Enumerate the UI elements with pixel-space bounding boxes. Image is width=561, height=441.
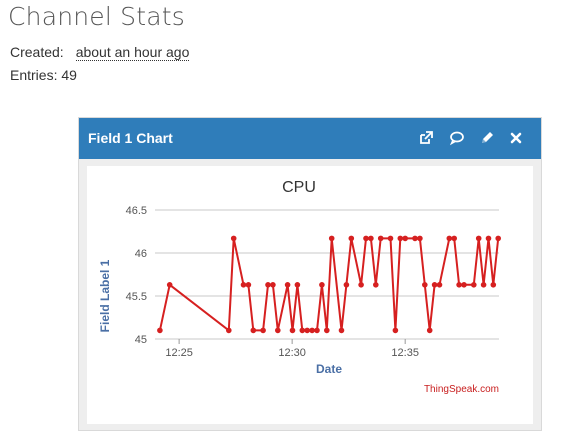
data-point[interactable] xyxy=(157,327,163,334)
entries-row: Entries: 49 xyxy=(10,67,77,83)
data-point[interactable] xyxy=(461,282,467,288)
data-point[interactable] xyxy=(245,282,252,288)
entries-label: Entries: xyxy=(10,67,58,83)
x-axis-ticks: 12:25 12:30 12:35 xyxy=(165,339,419,359)
data-point[interactable] xyxy=(230,235,237,242)
y-tick-label: 45 xyxy=(135,334,147,346)
data-point[interactable] xyxy=(314,327,320,334)
data-point[interactable] xyxy=(289,327,296,334)
series-points xyxy=(157,235,502,334)
widget-title: Field 1 Chart xyxy=(88,130,173,146)
data-point[interactable] xyxy=(358,282,364,288)
thingspeak-credit-link[interactable]: ThingSpeak.com xyxy=(424,384,499,395)
close-icon[interactable] xyxy=(506,128,526,148)
data-point[interactable] xyxy=(431,282,438,288)
created-row: Created: about an hour ago xyxy=(10,44,190,61)
data-point[interactable] xyxy=(304,327,310,334)
data-point[interactable] xyxy=(270,282,276,288)
entries-count: 49 xyxy=(61,67,77,83)
page-title: Channel Stats xyxy=(8,2,186,31)
data-point[interactable] xyxy=(166,282,173,288)
external-link-icon[interactable] xyxy=(416,128,436,148)
data-point[interactable] xyxy=(328,235,335,242)
data-point[interactable] xyxy=(250,327,257,334)
data-point[interactable] xyxy=(363,235,369,242)
y-axis-label: Field Label 1 xyxy=(98,259,112,332)
data-point[interactable] xyxy=(426,327,433,334)
data-point[interactable] xyxy=(480,282,487,288)
x-tick-label: 12:25 xyxy=(165,347,193,359)
comment-icon[interactable] xyxy=(447,128,467,148)
field-1-chart-widget: Field 1 Chart CPU xyxy=(78,117,542,431)
data-point[interactable] xyxy=(392,327,399,334)
data-point[interactable] xyxy=(373,282,379,288)
data-point[interactable] xyxy=(368,235,374,242)
widget-header: Field 1 Chart xyxy=(79,118,541,159)
data-point[interactable] xyxy=(436,282,443,288)
data-point[interactable] xyxy=(485,235,492,242)
data-point[interactable] xyxy=(348,235,355,242)
chart-title: CPU xyxy=(282,179,316,196)
data-point[interactable] xyxy=(475,235,482,242)
data-point[interactable] xyxy=(265,282,271,288)
data-point[interactable] xyxy=(338,327,345,334)
x-tick-label: 12:30 xyxy=(278,347,306,359)
created-label: Created: xyxy=(10,44,64,60)
data-point[interactable] xyxy=(412,235,418,242)
data-point[interactable] xyxy=(471,282,477,288)
chart-gridlines xyxy=(155,209,499,340)
chart-area: CPU 45 45.5 46 46.5 12:25 12:30 12:35 Field L… xyxy=(87,166,533,424)
series-line xyxy=(158,237,500,333)
data-point[interactable] xyxy=(240,282,247,288)
data-point[interactable] xyxy=(275,327,281,334)
data-point[interactable] xyxy=(451,235,458,242)
data-point[interactable] xyxy=(226,327,232,334)
data-point[interactable] xyxy=(343,282,350,288)
cpu-line-chart: CPU 45 45.5 46 46.5 12:25 12:30 12:35 Field L… xyxy=(98,179,502,395)
y-axis-ticks: 45 45.5 46 46.5 xyxy=(126,205,147,346)
created-value: about an hour ago xyxy=(75,44,190,61)
data-point[interactable] xyxy=(309,327,315,334)
data-point[interactable] xyxy=(397,235,404,242)
data-point[interactable] xyxy=(299,327,306,334)
data-point[interactable] xyxy=(417,235,423,242)
data-point[interactable] xyxy=(387,235,394,242)
y-tick-label: 45.5 xyxy=(126,291,147,303)
data-point[interactable] xyxy=(495,235,502,242)
data-point[interactable] xyxy=(422,282,428,288)
data-point[interactable] xyxy=(284,282,291,288)
data-point[interactable] xyxy=(294,282,301,288)
x-tick-label: 12:35 xyxy=(391,347,419,359)
pencil-icon[interactable] xyxy=(477,128,497,148)
data-point[interactable] xyxy=(377,235,384,242)
y-tick-label: 46 xyxy=(135,248,147,260)
y-tick-label: 46.5 xyxy=(126,205,147,217)
data-point[interactable] xyxy=(456,282,462,288)
data-point[interactable] xyxy=(324,327,330,334)
x-axis-label: Date xyxy=(316,362,342,376)
data-point[interactable] xyxy=(490,282,497,288)
data-point[interactable] xyxy=(402,235,409,242)
data-point[interactable] xyxy=(260,327,266,334)
data-point[interactable] xyxy=(319,282,325,288)
data-point[interactable] xyxy=(446,235,453,242)
